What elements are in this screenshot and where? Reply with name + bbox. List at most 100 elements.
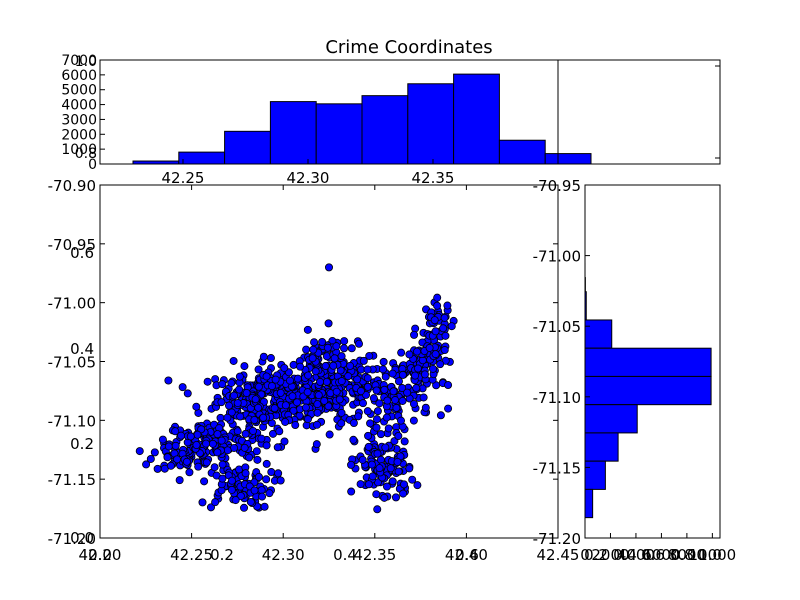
scatter-point bbox=[394, 432, 403, 441]
scatter-point bbox=[211, 498, 220, 507]
scatter-point bbox=[213, 448, 222, 457]
scatter-point bbox=[302, 345, 311, 354]
x-tick-label: 4000 bbox=[617, 546, 655, 564]
scatter-point bbox=[356, 387, 365, 396]
chart-title: Crime Coordinates bbox=[325, 37, 492, 58]
scatter-point bbox=[413, 347, 422, 356]
scatter-point bbox=[359, 356, 368, 365]
scatter-point bbox=[372, 490, 381, 499]
scatter-point bbox=[347, 344, 356, 353]
x-tick-label: 0.4 bbox=[333, 546, 357, 564]
scatter-point bbox=[359, 399, 368, 408]
scatter-point bbox=[363, 374, 372, 383]
y-tick-label: -71.10 bbox=[48, 412, 96, 430]
histogram-bar bbox=[453, 73, 500, 165]
scatter-point bbox=[296, 362, 305, 371]
scatter-point bbox=[408, 475, 417, 484]
scatter-point bbox=[281, 401, 290, 410]
histogram-bar bbox=[224, 130, 271, 165]
scatter-point bbox=[405, 350, 414, 359]
scatter-point bbox=[158, 435, 167, 444]
scatter-point bbox=[142, 460, 151, 469]
scatter-point bbox=[224, 401, 233, 410]
histogram-bar bbox=[315, 103, 363, 165]
scatter-point bbox=[346, 361, 355, 370]
scatter-point bbox=[372, 386, 381, 395]
scatter-point bbox=[303, 388, 312, 397]
scatter-point bbox=[337, 377, 346, 386]
scatter-point bbox=[251, 395, 260, 404]
scatter-point bbox=[308, 354, 317, 363]
scatter-point bbox=[249, 426, 258, 435]
corner-axes-frame bbox=[557, 59, 721, 165]
scatter-point bbox=[241, 429, 250, 438]
y-tick-label: -70.95 bbox=[533, 177, 581, 195]
scatter-point bbox=[217, 398, 226, 407]
scatter-point bbox=[332, 387, 341, 396]
x-tick-label: 42.40 bbox=[445, 546, 488, 564]
scatter-point bbox=[340, 337, 349, 346]
scatter-point bbox=[399, 480, 408, 489]
histogram-bar bbox=[407, 83, 455, 165]
scatter-point bbox=[355, 339, 364, 348]
scatter-point bbox=[358, 455, 367, 464]
scatter-point bbox=[194, 462, 203, 471]
scatter-point bbox=[363, 365, 372, 374]
scatter-point bbox=[218, 474, 227, 483]
scatter-point bbox=[275, 427, 284, 436]
y-tick-label: 1.0 bbox=[75, 54, 97, 70]
scatter-point bbox=[337, 408, 346, 417]
right-hist-frame bbox=[584, 184, 721, 539]
scatter-point bbox=[231, 496, 240, 505]
x-tick-label: 0.8 bbox=[670, 546, 694, 564]
scatter-point bbox=[185, 468, 194, 477]
scatter-point bbox=[428, 364, 437, 373]
histogram-bar bbox=[584, 488, 594, 519]
scatter-point bbox=[213, 430, 222, 439]
scatter-point bbox=[320, 396, 329, 405]
scatter-point bbox=[171, 441, 180, 450]
x-tick-label: 0.4 bbox=[613, 546, 637, 564]
scatter-point bbox=[270, 404, 279, 413]
y-tick-label: 4000 bbox=[61, 98, 97, 114]
histogram-bar bbox=[544, 153, 592, 165]
scatter-point bbox=[246, 497, 255, 506]
scatter-point bbox=[236, 412, 245, 421]
scatter-point bbox=[405, 464, 414, 473]
scatter-point bbox=[262, 372, 271, 381]
scatter-point bbox=[381, 372, 390, 381]
y-tick-label: 0.4 bbox=[70, 340, 94, 358]
scatter-point bbox=[347, 460, 356, 469]
histogram-bar bbox=[584, 404, 638, 434]
y-tick-label: 0.6 bbox=[70, 244, 94, 262]
y-tick-label: -71.20 bbox=[48, 530, 96, 548]
y-tick-label: 7000 bbox=[61, 53, 97, 69]
scatter-point bbox=[444, 381, 453, 390]
scatter-point bbox=[419, 393, 428, 402]
scatter-point bbox=[266, 354, 275, 363]
scatter-point bbox=[397, 348, 406, 357]
scatter-point bbox=[322, 377, 331, 386]
scatter-point bbox=[241, 469, 250, 478]
scatter-point bbox=[146, 454, 155, 463]
scatter-point bbox=[440, 346, 449, 355]
histogram-bar bbox=[584, 319, 613, 349]
scatter-point bbox=[267, 382, 276, 391]
scatter-point bbox=[376, 430, 385, 439]
scatter-point bbox=[254, 472, 263, 481]
scatter-point bbox=[217, 436, 226, 445]
scatter-point bbox=[386, 464, 395, 473]
scatter-point bbox=[216, 413, 225, 422]
scatter-point bbox=[240, 362, 249, 371]
scatter-point bbox=[260, 502, 269, 511]
scatter-point bbox=[373, 505, 382, 514]
x-tick-label: 42.25 bbox=[170, 546, 213, 564]
y-tick-label: 2000 bbox=[61, 127, 97, 143]
scatter-point bbox=[425, 343, 434, 352]
scatter-point bbox=[276, 476, 285, 485]
scatter-point bbox=[380, 385, 389, 394]
y-tick-label: 0.2 bbox=[70, 435, 94, 453]
scatter-point bbox=[254, 403, 263, 412]
scatter-point bbox=[289, 360, 298, 369]
scatter-point bbox=[313, 420, 322, 429]
